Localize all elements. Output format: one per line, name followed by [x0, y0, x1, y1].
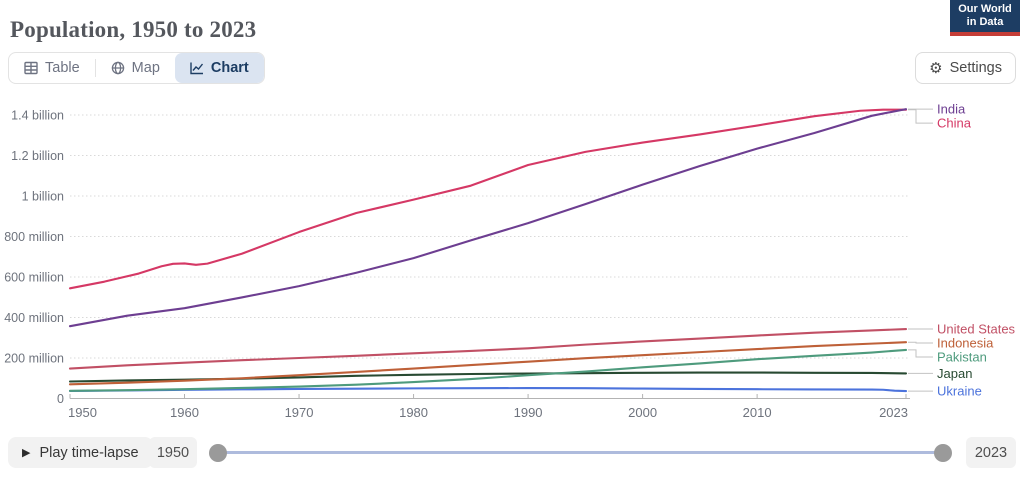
- x-axis-tick-label: 2010: [743, 405, 772, 420]
- globe-icon: [111, 61, 125, 75]
- play-timelapse-button[interactable]: ▶ Play time-lapse: [8, 437, 153, 468]
- y-axis-tick-label: 400 million: [4, 311, 64, 325]
- settings-button[interactable]: ⚙ Settings: [915, 52, 1016, 84]
- series-label-india[interactable]: India: [937, 102, 966, 117]
- gear-icon: ⚙: [929, 59, 943, 77]
- settings-button-label: Settings: [949, 60, 1002, 76]
- timeline-controls: ▶ Play time-lapse 1950 2023: [0, 437, 1024, 469]
- line-chart-icon: [190, 61, 204, 75]
- owid-logo[interactable]: Our World in Data: [950, 0, 1020, 36]
- series-line-pakistan[interactable]: [68, 348, 908, 392]
- owid-logo-line2: in Data: [966, 16, 1004, 29]
- x-axis-tick-label: 2000: [628, 405, 657, 420]
- tab-table-label: Table: [45, 60, 80, 76]
- timeline-handle-start[interactable]: [209, 443, 227, 462]
- series-label-ukraine[interactable]: Ukraine: [937, 384, 982, 399]
- y-axis-tick-label: 0: [57, 392, 64, 406]
- x-axis-tick-label: 1960: [170, 405, 199, 420]
- series-label-united-states[interactable]: United States: [937, 322, 1016, 337]
- timeline-end-year[interactable]: 2023: [966, 437, 1016, 468]
- label-connector: [908, 341, 933, 344]
- view-tabs: Table Map Chart: [8, 52, 265, 84]
- y-axis-tick-label: 200 million: [4, 352, 64, 366]
- x-axis-tick-label: 2023: [879, 405, 908, 420]
- series-line-india[interactable]: [68, 108, 908, 328]
- y-axis-tick-label: 1.4 billion: [11, 109, 64, 123]
- x-axis-tick-label: 1970: [285, 405, 314, 420]
- play-icon: ▶: [22, 447, 31, 459]
- owid-logo-line1: Our World: [958, 3, 1012, 15]
- y-axis-tick-label: 1 billion: [22, 190, 64, 204]
- series-label-japan[interactable]: Japan: [937, 366, 972, 381]
- tab-chart-label: Chart: [210, 60, 249, 76]
- timeline-start-year[interactable]: 1950: [149, 437, 197, 468]
- population-line-chart[interactable]: 0 200 million 400 million 600 million 800 mi…: [0, 0, 1024, 430]
- page-title: Population, 1950 to 2023: [10, 17, 257, 43]
- table-icon: [24, 61, 38, 75]
- x-axis-tick-label: 1980: [399, 405, 428, 420]
- tab-table[interactable]: Table: [9, 53, 95, 83]
- series-label-china[interactable]: China: [937, 116, 972, 131]
- series-line-indonesia[interactable]: [68, 341, 908, 386]
- tab-chart[interactable]: Chart: [174, 53, 264, 83]
- series-label-pakistan[interactable]: Pakistan: [937, 350, 987, 365]
- series-line-china[interactable]: [68, 108, 908, 290]
- timeline-handle-end[interactable]: [934, 443, 952, 462]
- tab-divider: [94, 59, 96, 77]
- x-axis-tick-label: 1990: [514, 405, 543, 420]
- y-axis-tick-label: 600 million: [4, 271, 64, 285]
- tab-map[interactable]: Map: [96, 53, 175, 83]
- y-axis-tick-label: 800 million: [4, 230, 64, 244]
- tab-map-label: Map: [131, 60, 160, 76]
- series-line-united-states[interactable]: [68, 327, 908, 370]
- series-line-ukraine[interactable]: [68, 387, 908, 393]
- play-timelapse-label: Play time-lapse: [39, 444, 139, 461]
- timeline-slider-track[interactable]: [218, 451, 943, 454]
- series-label-indonesia[interactable]: Indonesia: [937, 336, 994, 351]
- label-connector: [908, 349, 933, 358]
- x-axis-tick-label: 1950: [68, 405, 97, 420]
- label-connector: [908, 109, 933, 124]
- y-axis-tick-label: 1.2 billion: [11, 149, 64, 163]
